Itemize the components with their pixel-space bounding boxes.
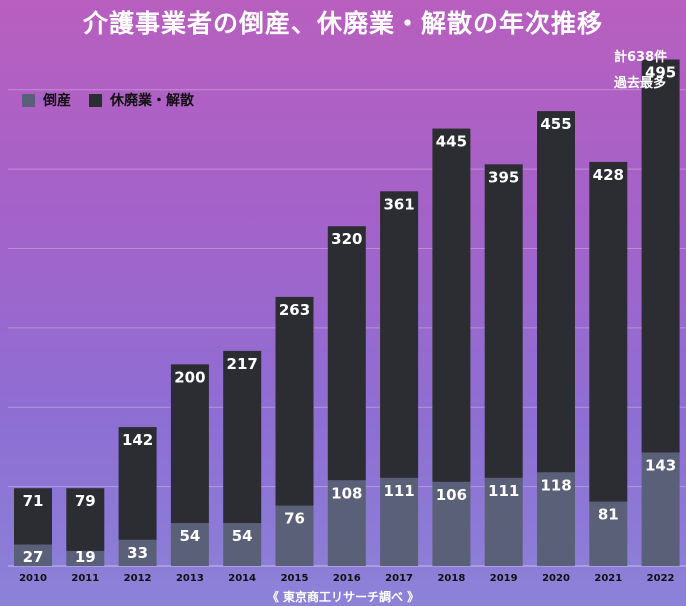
- data-label-bankruptcy-2017: 111: [383, 482, 414, 500]
- data-label-bankruptcy-2021: 81: [598, 506, 619, 524]
- bar-closure-2015: [275, 296, 314, 506]
- bar-closure-2018: [432, 128, 471, 482]
- data-label-closure-2022: 495: [645, 64, 676, 82]
- x-tick-2017: 2017: [385, 573, 413, 584]
- data-label-bankruptcy-2019: 111: [488, 482, 519, 500]
- data-label-bankruptcy-2016: 108: [331, 484, 362, 502]
- legend-label-bankruptcy: 倒産: [43, 93, 71, 109]
- bar-closure-2016: [327, 226, 366, 481]
- bar-closure-2019: [484, 164, 523, 478]
- x-tick-2022: 2022: [647, 573, 675, 584]
- bar-bankruptcy-2012: [118, 539, 157, 566]
- bar-bankruptcy-2013: [170, 523, 209, 566]
- bar-bankruptcy-2016: [327, 480, 366, 566]
- data-label-bankruptcy-2011: 19: [75, 548, 96, 566]
- x-tick-2020: 2020: [542, 573, 570, 584]
- data-label-closure-2019: 395: [488, 168, 519, 186]
- data-label-bankruptcy-2020: 118: [540, 476, 571, 494]
- data-label-closure-2012: 142: [122, 431, 153, 449]
- data-label-bankruptcy-2012: 33: [127, 544, 148, 562]
- chart-title: 介護事業者の倒産、休廃業・解散の年次推移: [82, 9, 603, 38]
- bar-bankruptcy-2018: [432, 481, 471, 566]
- bar-bankruptcy-2010: [14, 544, 52, 566]
- bar-bankruptcy-2017: [380, 477, 419, 566]
- annotation-total: 計638件: [614, 50, 668, 65]
- bar-closure-2010: [14, 488, 52, 545]
- bar-closure-2012: [118, 427, 157, 540]
- data-label-closure-2020: 455: [540, 115, 571, 133]
- legend-item-closure: 休廃業・解散: [89, 90, 194, 110]
- annotation-record: 過去最多: [614, 76, 667, 91]
- data-label-closure-2015: 263: [279, 301, 310, 319]
- data-label-closure-2013: 200: [174, 368, 205, 386]
- x-tick-2010: 2010: [19, 573, 47, 584]
- data-label-bankruptcy-2022: 143: [645, 456, 676, 474]
- bar-closure-2021: [589, 161, 628, 502]
- annotation-note: 計638件 過去最多: [614, 45, 686, 97]
- bar-bankruptcy-2021: [589, 501, 628, 566]
- x-tick-2019: 2019: [490, 573, 518, 584]
- data-label-closure-2011: 79: [75, 492, 96, 510]
- data-label-closure-2016: 320: [331, 230, 362, 248]
- data-label-bankruptcy-2014: 54: [232, 527, 253, 545]
- legend-swatch-closure: [89, 93, 102, 107]
- data-label-closure-2021: 428: [593, 166, 624, 184]
- bar-bankruptcy-2014: [223, 523, 262, 566]
- data-label-bankruptcy-2015: 76: [284, 510, 305, 528]
- data-label-closure-2018: 445: [436, 133, 467, 151]
- bar-bankruptcy-2015: [275, 505, 314, 566]
- x-tick-2011: 2011: [71, 573, 99, 584]
- bar-closure-2013: [170, 364, 209, 524]
- data-label-closure-2010: 71: [23, 492, 44, 510]
- x-tick-2014: 2014: [228, 573, 256, 584]
- source-credit: 《 東京商工リサーチ調べ 》: [266, 590, 420, 604]
- legend-swatch-bankruptcy: [22, 93, 35, 107]
- data-label-closure-2014: 217: [227, 355, 258, 373]
- bar-closure-2022: [641, 59, 680, 453]
- data-label-bankruptcy-2013: 54: [179, 527, 200, 545]
- data-label-bankruptcy-2010: 27: [23, 548, 44, 566]
- data-label-bankruptcy-2018: 106: [436, 486, 467, 504]
- x-tick-2016: 2016: [333, 573, 361, 584]
- legend-label-closure: 休廃業・解散: [110, 93, 194, 109]
- bar-closure-2020: [537, 111, 575, 473]
- x-tick-2018: 2018: [437, 573, 465, 584]
- legend-item-bankruptcy: 倒産: [22, 90, 71, 110]
- bar-bankruptcy-2011: [66, 550, 105, 566]
- bar-bankruptcy-2019: [484, 477, 523, 566]
- bar-bankruptcy-2022: [641, 452, 680, 566]
- bar-closure-2017: [380, 191, 419, 478]
- legend: 倒産 休廃業・解散: [22, 90, 212, 110]
- x-tick-2021: 2021: [594, 573, 622, 584]
- x-tick-2015: 2015: [281, 573, 309, 584]
- bar-closure-2014: [223, 350, 262, 524]
- bar-bankruptcy-2020: [537, 472, 575, 566]
- data-label-closure-2017: 361: [383, 195, 414, 213]
- x-tick-2013: 2013: [176, 573, 204, 584]
- bar-closure-2011: [66, 488, 105, 551]
- x-tick-2012: 2012: [124, 573, 152, 584]
